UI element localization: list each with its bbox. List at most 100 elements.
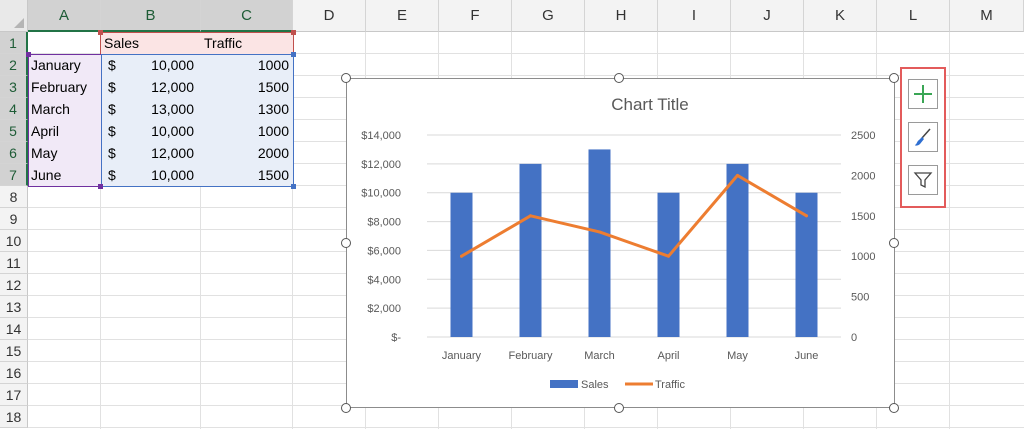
- column-header-e[interactable]: E: [366, 0, 439, 32]
- row-header-6[interactable]: 6: [0, 142, 28, 164]
- chart-filters-button[interactable]: [908, 165, 938, 195]
- range-handle[interactable]: [291, 52, 296, 57]
- y-tick-label: $8,000: [367, 217, 401, 229]
- y-tick-label: $4,000: [367, 274, 401, 286]
- row-header-16[interactable]: 16: [0, 362, 28, 384]
- currency-symbol[interactable]: $: [108, 145, 116, 161]
- currency-symbol[interactable]: $: [108, 57, 116, 73]
- traffic-header-cell[interactable]: Traffic: [204, 35, 243, 51]
- month-cell[interactable]: February: [31, 79, 88, 95]
- combo-chart[interactable]: Chart Title $- $2,000 $4,000 $6,000 $8,000 $10…: [346, 78, 895, 408]
- month-cell[interactable]: January: [31, 57, 81, 73]
- bar-march: [588, 149, 611, 337]
- x-tick-label: February: [508, 350, 553, 362]
- select-all-corner[interactable]: [0, 0, 28, 32]
- row-header-3[interactable]: 3: [0, 76, 28, 98]
- column-header-f[interactable]: F: [439, 0, 512, 32]
- traffic-point: [460, 254, 463, 258]
- column-header-k[interactable]: K: [804, 0, 877, 32]
- column-header-i[interactable]: I: [658, 0, 731, 32]
- currency-symbol[interactable]: $: [108, 123, 116, 139]
- range-handle[interactable]: [26, 52, 31, 57]
- month-cell[interactable]: March: [31, 101, 70, 117]
- bar-april: [657, 192, 680, 337]
- y2-tick-label: 500: [851, 292, 869, 304]
- sales-cell[interactable]: 10,000: [151, 57, 194, 73]
- traffic-line: [460, 173, 808, 258]
- row-header-1[interactable]: 1: [0, 32, 28, 54]
- chart-resize-handle[interactable]: [889, 73, 899, 83]
- row-header-13[interactable]: 13: [0, 296, 28, 318]
- x-tick-label: March: [584, 350, 615, 362]
- chart-resize-handle[interactable]: [614, 403, 624, 413]
- column-header-m[interactable]: M: [950, 0, 1024, 32]
- sales-cell[interactable]: 10,000: [151, 167, 194, 183]
- range-handle[interactable]: [98, 30, 103, 35]
- chart-resize-handle[interactable]: [341, 403, 351, 413]
- traffic-cell[interactable]: 1300: [257, 101, 289, 117]
- column-header-h[interactable]: H: [585, 0, 658, 32]
- column-header-b[interactable]: B: [101, 0, 201, 32]
- grid-line: [292, 32, 293, 429]
- row-header-9[interactable]: 9: [0, 208, 28, 230]
- sales-cell[interactable]: 12,000: [151, 79, 194, 95]
- sales-cell[interactable]: 10,000: [151, 123, 194, 139]
- row-header-11[interactable]: 11: [0, 252, 28, 274]
- row-header-5[interactable]: 5: [0, 120, 28, 142]
- month-cell[interactable]: May: [31, 145, 58, 161]
- chart-resize-handle[interactable]: [889, 238, 899, 248]
- sales-cell[interactable]: 12,000: [151, 145, 194, 161]
- chart-styles-button[interactable]: [908, 122, 938, 152]
- month-fill: [28, 54, 101, 186]
- column-header-g[interactable]: G: [512, 0, 585, 32]
- y2-tick-label: 2500: [851, 130, 875, 142]
- range-handle[interactable]: [98, 184, 103, 189]
- chart-title: Chart Title: [611, 95, 688, 114]
- sales-header-cell[interactable]: Sales: [104, 35, 140, 51]
- row-header-12[interactable]: 12: [0, 274, 28, 296]
- y-tick-label: $14,000: [361, 130, 401, 142]
- traffic-cell[interactable]: 1000: [257, 57, 289, 73]
- chart-resize-handle[interactable]: [341, 238, 351, 248]
- month-cell[interactable]: April: [31, 123, 60, 139]
- row-header-4[interactable]: 4: [0, 98, 28, 120]
- bar-may: [726, 163, 749, 337]
- range-handle[interactable]: [291, 184, 296, 189]
- column-header-j[interactable]: J: [731, 0, 804, 32]
- column-header-a[interactable]: A: [28, 0, 101, 32]
- month-cell[interactable]: June: [31, 167, 62, 183]
- sales-cell[interactable]: 13,000: [151, 101, 194, 117]
- chart-resize-handle[interactable]: [614, 73, 624, 83]
- row-header-8[interactable]: 8: [0, 186, 28, 208]
- data-range: [101, 54, 294, 187]
- row-header-15[interactable]: 15: [0, 340, 28, 362]
- column-header-l[interactable]: L: [877, 0, 950, 32]
- traffic-cell[interactable]: 1500: [257, 79, 289, 95]
- currency-symbol[interactable]: $: [108, 101, 116, 117]
- traffic-cell[interactable]: 2000: [257, 145, 289, 161]
- chart-elements-button[interactable]: [908, 79, 938, 109]
- row-header-17[interactable]: 17: [0, 384, 28, 406]
- traffic-point: [598, 230, 601, 234]
- chart-resize-handle[interactable]: [341, 73, 351, 83]
- y-tick-label: $10,000: [361, 188, 401, 200]
- x-tick-label: June: [795, 350, 819, 362]
- x-tick-label: January: [442, 350, 482, 362]
- row-header-7[interactable]: 7: [0, 164, 28, 186]
- chart-resize-handle[interactable]: [889, 403, 899, 413]
- row-header-10[interactable]: 10: [0, 230, 28, 252]
- currency-symbol[interactable]: $: [108, 79, 116, 95]
- column-header-c[interactable]: C: [201, 0, 293, 32]
- grid-line: [28, 75, 1024, 76]
- row-header-18[interactable]: 18: [0, 406, 28, 428]
- legend-swatch-sales: [550, 380, 578, 388]
- traffic-cell[interactable]: 1000: [257, 123, 289, 139]
- traffic-cell[interactable]: 1500: [257, 167, 289, 183]
- row-header-2[interactable]: 2: [0, 54, 28, 76]
- row-header-14[interactable]: 14: [0, 318, 28, 340]
- x-tick-label: May: [727, 350, 748, 362]
- column-header-d[interactable]: D: [293, 0, 366, 32]
- range-handle[interactable]: [291, 30, 296, 35]
- currency-symbol[interactable]: $: [108, 167, 116, 183]
